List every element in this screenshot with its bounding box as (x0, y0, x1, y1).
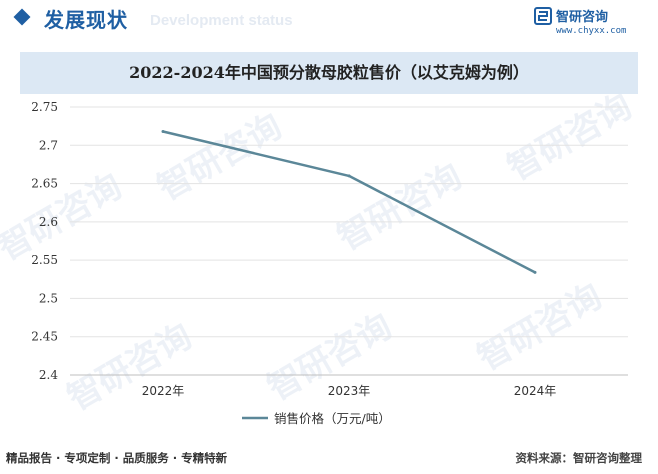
logo-name: 智研咨询 (556, 10, 609, 25)
y-tick-label: 2.4 (39, 368, 58, 382)
page-header: Development status 发展现状 智研咨询 www.chyxx.c… (0, 0, 658, 44)
footer-tagline: 精品报告 · 专项定制 · 品质服务 · 专精特新 (6, 451, 228, 465)
y-tick-label: 2.65 (31, 177, 58, 191)
x-tick-label: 2024年 (514, 384, 557, 398)
legend-label: 销售价格（万元/吨） (274, 411, 391, 426)
line-chart: 2.75 2.7 2.65 2.6 2.55 2.5 2.45 2.4 2022年 2023年 20… (31, 100, 628, 426)
chart-title: 2022-2024年中国预分散母胶粒售价（以艾克姆为例） (129, 63, 529, 82)
x-tick-label: 2023年 (328, 384, 371, 398)
section-subtitle: Development status (150, 12, 293, 29)
section-title: 发展现状 (44, 8, 128, 32)
chart-title-band: 2022-2024年中国预分散母胶粒售价（以艾克姆为例） (20, 52, 638, 94)
y-tick-label: 2.45 (31, 330, 58, 344)
y-tick-label: 2.7 (39, 138, 58, 152)
x-tick-label: 2022年 (142, 384, 185, 398)
y-tick-label: 2.5 (39, 291, 58, 305)
data-point (533, 270, 537, 274)
logo-icon (534, 7, 552, 25)
y-tick-label: 2.55 (31, 253, 58, 267)
data-point (161, 130, 165, 134)
page-footer: 精品报告 · 专项定制 · 品质服务 · 专精特新 资料来源：智研咨询整理 (0, 442, 658, 474)
logo-url: www.chyxx.com (556, 26, 627, 36)
brand-logo: 智研咨询 www.chyxx.com (534, 6, 644, 42)
data-point (347, 174, 351, 178)
y-tick-label: 2.6 (39, 215, 58, 229)
footer-source: 资料来源：智研咨询整理 (515, 451, 643, 465)
y-tick-label: 2.75 (31, 100, 58, 114)
series-line (162, 130, 536, 274)
